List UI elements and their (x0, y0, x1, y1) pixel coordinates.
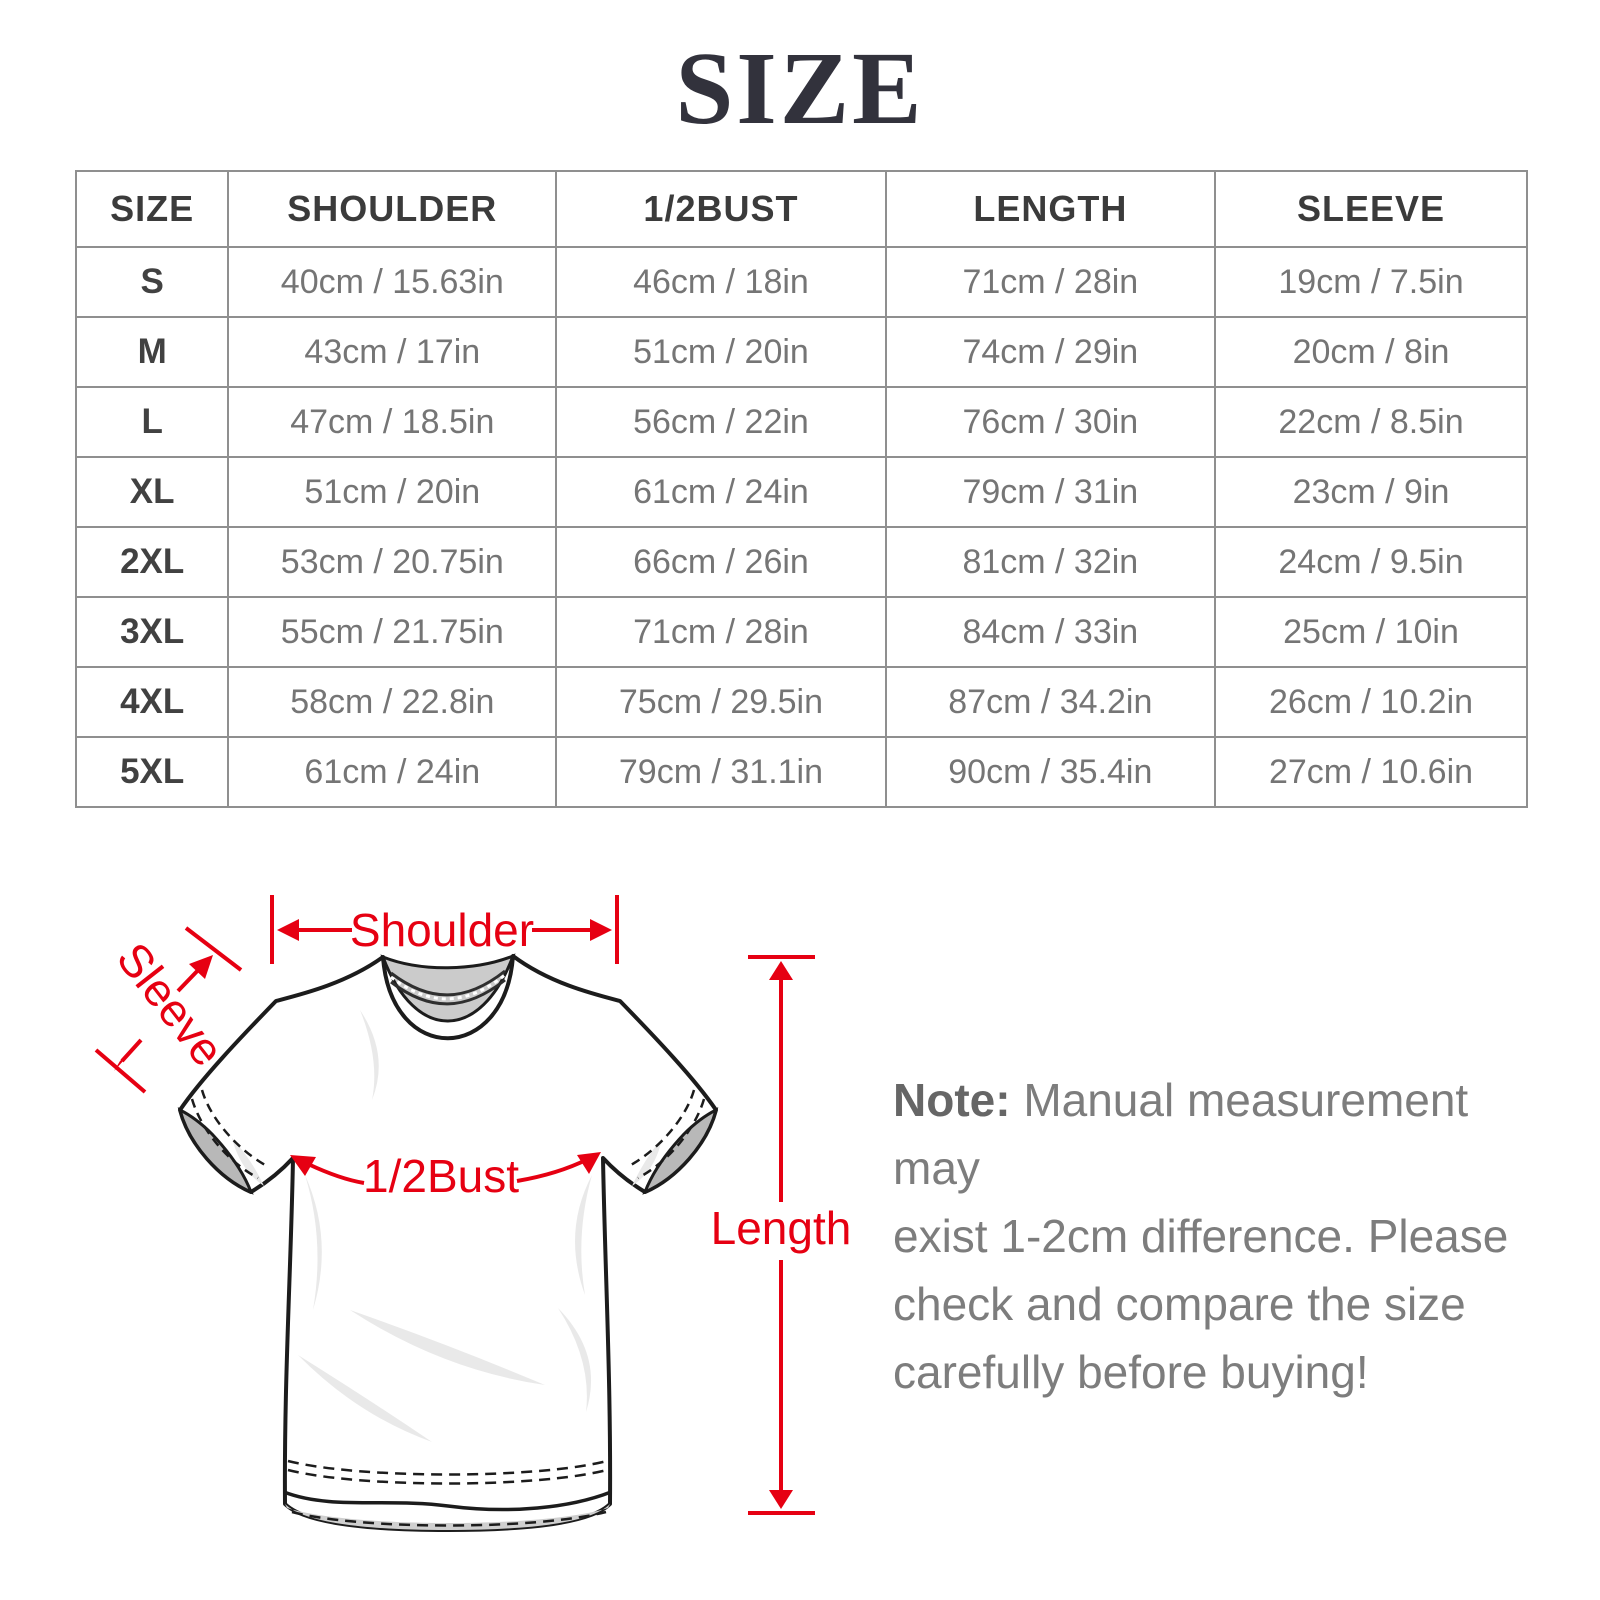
cell-shoulder: 58cm / 22.8in (227, 666, 558, 738)
table-header-row: SIZE SHOULDER 1/2BUST LENGTH SLEEVE (74, 170, 1528, 248)
hem-fold-line (283, 1490, 612, 1512)
shoulder-measure: Shoulder (270, 895, 619, 964)
arrowhead-left (290, 1155, 316, 1176)
sleeve-stitches (190, 1089, 706, 1180)
bust-measure: 1/2Bust (290, 1150, 601, 1202)
right-sleeve-underside (642, 1107, 719, 1195)
cell-bust: 79cm / 31.1in (555, 736, 887, 808)
table-row: 5XL 61cm / 24in 79cm / 31.1in 90cm / 35.… (74, 736, 1528, 808)
cell-shoulder: 53cm / 20.75in (227, 526, 558, 598)
cell-length: 79cm / 31in (884, 456, 1217, 528)
cell-sleeve: 19cm / 7.5in (1214, 246, 1528, 318)
arrowhead-down (114, 1047, 136, 1071)
cell-bust: 66cm / 26in (555, 526, 887, 598)
tshirt-measurement-diagram: Shoulder Sleeve 1/2Bust (94, 895, 852, 1532)
size-table: SIZE SHOULDER 1/2BUST LENGTH SLEEVE S 40… (74, 170, 1528, 808)
fold-shading (232, 1010, 662, 1442)
cell-size: 2XL (74, 526, 230, 598)
tshirt-body-outline (178, 954, 718, 1532)
arrowhead-up (769, 961, 793, 980)
note-line-4: carefully before buying! (893, 1346, 1369, 1398)
table-row: 4XL 58cm / 22.8in 75cm / 29.5in 87cm / 3… (74, 666, 1528, 738)
note-label: Note: (893, 1074, 1011, 1126)
cell-size: S (74, 246, 230, 318)
left-sleeve-underside (177, 1107, 254, 1195)
note-line-2: exist 1-2cm difference. Please (893, 1210, 1509, 1262)
table-row: XL 51cm / 20in 61cm / 24in 79cm / 31in 2… (74, 456, 1528, 528)
collar-stitch-line (390, 969, 506, 997)
cell-length: 71cm / 28in (884, 246, 1217, 318)
tshirt-drawing (177, 953, 719, 1532)
cell-bust: 51cm / 20in (555, 316, 887, 388)
arrowhead-right (577, 1152, 601, 1174)
cell-size: XL (74, 456, 230, 528)
cell-sleeve: 27cm / 10.6in (1214, 736, 1528, 808)
cell-shoulder: 55cm / 21.75in (227, 596, 558, 668)
cell-length: 76cm / 30in (884, 386, 1217, 458)
cell-shoulder: 40cm / 15.63in (227, 246, 558, 318)
cell-length: 87cm / 34.2in (884, 666, 1217, 738)
cell-shoulder: 47cm / 18.5in (227, 386, 558, 458)
table-row: 2XL 53cm / 20.75in 66cm / 26in 81cm / 32… (74, 526, 1528, 598)
cell-size: 5XL (74, 736, 230, 808)
page-title: SIZE (675, 31, 925, 146)
column-header-sleeve: SLEEVE (1214, 170, 1528, 248)
note-line-1: Manual measurement may (893, 1074, 1469, 1194)
cell-sleeve: 25cm / 10in (1214, 596, 1528, 668)
cell-shoulder: 51cm / 20in (227, 456, 558, 528)
column-header-bust: 1/2BUST (555, 170, 887, 248)
cell-length: 81cm / 32in (884, 526, 1217, 598)
cell-length: 90cm / 35.4in (884, 736, 1217, 808)
column-header-size: SIZE (74, 170, 230, 248)
cell-shoulder: 61cm / 24in (227, 736, 558, 808)
table-row: L 47cm / 18.5in 56cm / 22in 76cm / 30in … (74, 386, 1528, 458)
cell-sleeve: 26cm / 10.2in (1214, 666, 1528, 738)
cell-size: 3XL (74, 596, 230, 668)
table-row: M 43cm / 17in 51cm / 20in 74cm / 29in 20… (74, 316, 1528, 388)
table-row: 3XL 55cm / 21.75in 71cm / 28in 84cm / 33… (74, 596, 1528, 668)
collar-stitch-line (390, 978, 506, 1006)
cell-bust: 71cm / 28in (555, 596, 887, 668)
cell-bust: 61cm / 24in (555, 456, 887, 528)
length-measure: Length (711, 955, 852, 1515)
length-label: Length (711, 1202, 852, 1254)
cell-sleeve: 24cm / 9.5in (1214, 526, 1528, 598)
note-line-3: check and compare the size (893, 1278, 1466, 1330)
shoulder-label: Shoulder (350, 904, 534, 956)
bust-label: 1/2Bust (363, 1150, 519, 1202)
cell-bust: 56cm / 22in (555, 386, 887, 458)
collar-inner (380, 953, 516, 1023)
cell-sleeve: 20cm / 8in (1214, 316, 1528, 388)
cell-length: 74cm / 29in (884, 316, 1217, 388)
arrowhead-up (189, 955, 213, 979)
cell-bust: 46cm / 18in (555, 246, 887, 318)
note-block: Note: Manual measurement may exist 1-2cm… (893, 1066, 1513, 1406)
cell-size: 4XL (74, 666, 230, 738)
cell-size: M (74, 316, 230, 388)
cell-sleeve: 23cm / 9in (1214, 456, 1528, 528)
cell-sleeve: 22cm / 8.5in (1214, 386, 1528, 458)
arrowhead-left (277, 919, 299, 941)
cell-size: L (74, 386, 230, 458)
arrowhead-right (590, 919, 612, 941)
column-header-shoulder: SHOULDER (227, 170, 558, 248)
column-header-length: LENGTH (884, 170, 1217, 248)
cell-length: 84cm / 33in (884, 596, 1217, 668)
table-row: S 40cm / 15.63in 46cm / 18in 71cm / 28in… (74, 246, 1528, 318)
cell-bust: 75cm / 29.5in (555, 666, 887, 738)
arrowhead-down (769, 1490, 793, 1509)
cell-shoulder: 43cm / 17in (227, 316, 558, 388)
